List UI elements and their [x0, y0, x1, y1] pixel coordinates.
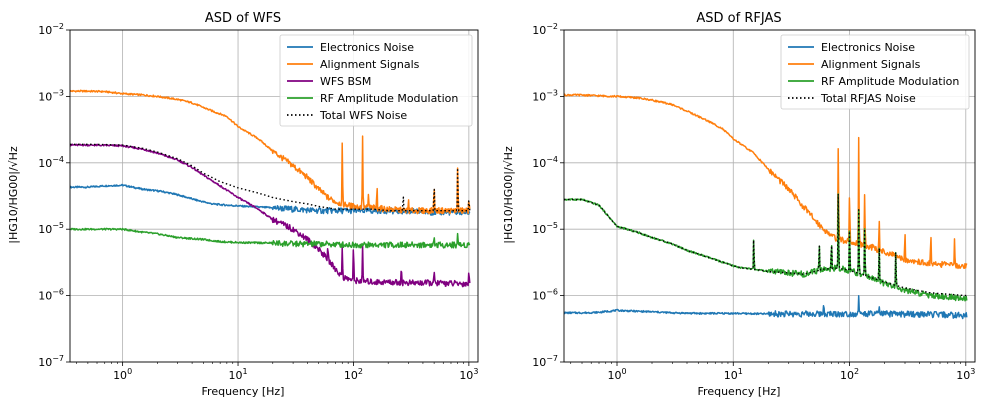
y-tick-label: 10−7 — [532, 354, 558, 369]
legend-label: Electronics Noise — [320, 41, 414, 54]
x-tick-label: 101 — [724, 367, 743, 382]
y-tick-label: 10−7 — [38, 354, 64, 369]
y-axis-label: |HG10/HG00|/√Hz — [7, 146, 20, 244]
x-axis-label: Frequency [Hz] — [202, 385, 285, 398]
legend-box — [279, 34, 473, 127]
y-tick-label: 10−5 — [38, 221, 64, 236]
legend-label: WFS BSM — [320, 75, 371, 88]
y-tick-label: 10−3 — [532, 88, 558, 103]
series-line-rf-amplitude-modulation — [564, 193, 968, 302]
legend-label: Alignment Signals — [320, 58, 420, 71]
series-line-total-rfjas-noise — [564, 193, 967, 297]
chart-title: ASD of WFS — [205, 11, 281, 26]
series-line-alignment-signals — [564, 93, 968, 270]
y-tick-label: 10−6 — [532, 288, 558, 303]
y-tick-label: 10−3 — [38, 88, 64, 103]
y-tick-label: 10−2 — [532, 22, 558, 37]
series-group — [70, 89, 471, 288]
chart-panel-rfjas: ASD of RFJAS Frequency [Hz] |HG10/HG00|/… — [502, 11, 976, 398]
y-tick-label: 10−5 — [532, 221, 558, 236]
x-tick-label: 101 — [228, 367, 247, 382]
y-axis-label: |HG10/HG00|/√Hz — [502, 146, 515, 244]
legend-label: Alignment Signals — [821, 58, 921, 71]
series-line-electronics-noise — [70, 183, 471, 216]
x-tick-label: 102 — [840, 367, 859, 382]
legend-label: Electronics Noise — [821, 41, 915, 54]
y-tick-label: 10−2 — [38, 22, 64, 37]
series-group — [564, 93, 968, 320]
chart-panel-wfs: ASD of WFS Frequency [Hz] |HG10/HG00|/√H… — [7, 11, 479, 398]
series-line-rf-amplitude-modulation — [70, 227, 471, 249]
y-tick-label: 10−4 — [38, 155, 64, 170]
x-tick-label: 102 — [344, 367, 363, 382]
legend-label: Total WFS Noise — [319, 109, 407, 122]
legend-box — [780, 34, 970, 110]
series-line-wfs-bsm — [70, 143, 471, 288]
x-tick-label: 100 — [113, 367, 132, 382]
series-line-total-wfs-noise — [70, 143, 471, 212]
x-axis-label: Frequency [Hz] — [698, 385, 781, 398]
ticks: 100 101 102 103 10−7 10−6 10−5 10−4 10−3 10−2 — [532, 22, 975, 382]
plot-frame — [563, 29, 976, 363]
x-tick-label: 103 — [459, 367, 478, 382]
chart-title: ASD of RFJAS — [696, 11, 781, 26]
ticks: 100 101 102 103 10−7 10−6 10−5 10−4 10−3 10−2 — [38, 22, 478, 382]
x-tick-label: 103 — [956, 367, 975, 382]
legend: Electronics Noise Alignment Signals RF Amp… — [780, 34, 970, 110]
legend-label: Total RFJAS Noise — [820, 92, 916, 105]
series-line-electronics-noise — [564, 295, 968, 320]
legend: Electronics Noise Alignment Signals WFS BS… — [279, 34, 473, 127]
y-tick-label: 10−6 — [38, 288, 64, 303]
legend-label: RF Amplitude Modulation — [320, 92, 458, 105]
plot-frame — [69, 29, 479, 363]
y-tick-label: 10−4 — [532, 155, 558, 170]
x-tick-label: 100 — [607, 367, 626, 382]
legend-label: RF Amplitude Modulation — [821, 75, 959, 88]
